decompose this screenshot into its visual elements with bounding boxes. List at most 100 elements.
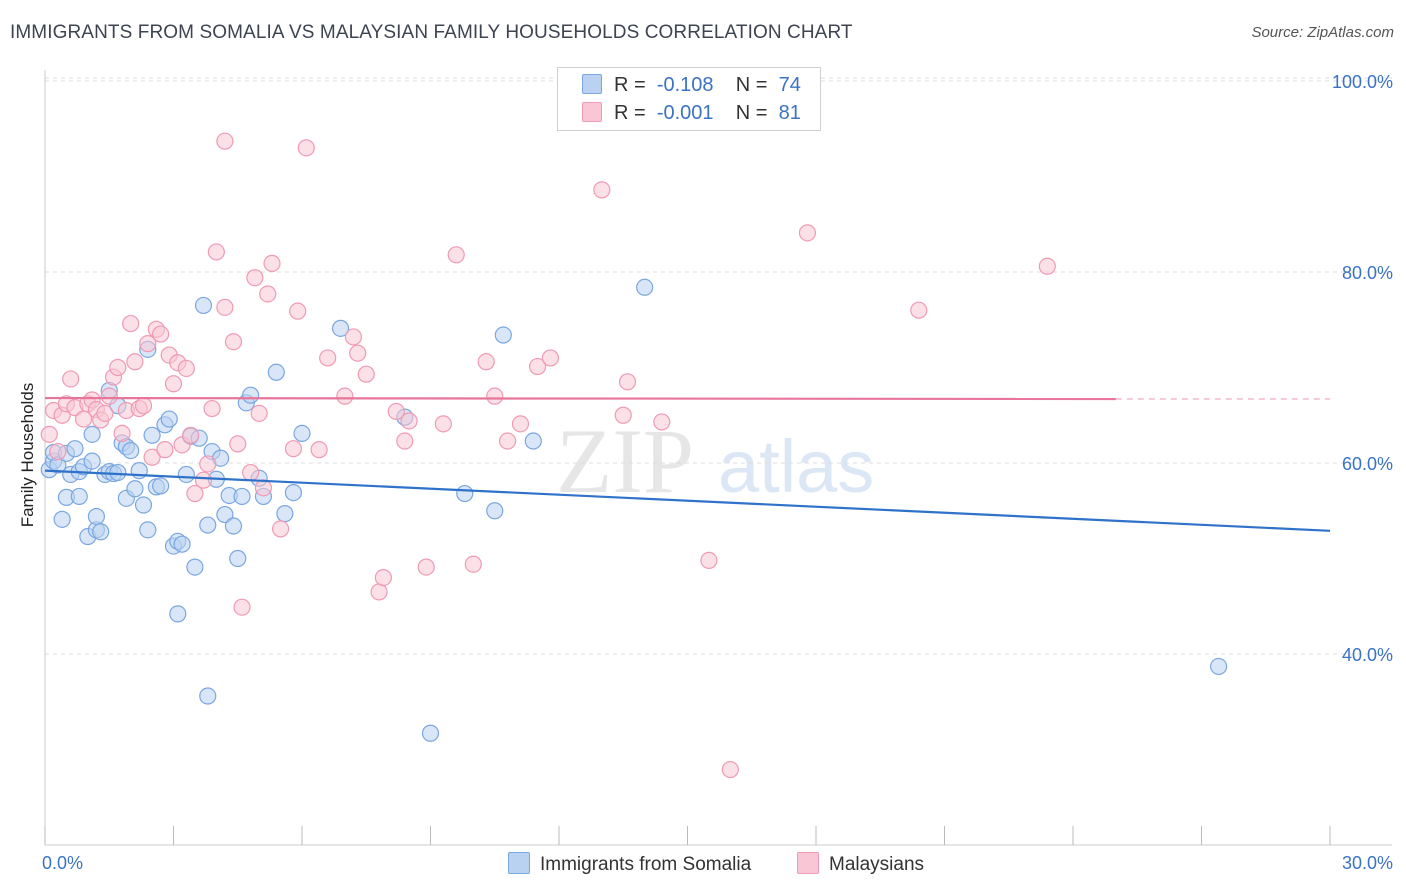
point-malaysians bbox=[152, 325, 170, 343]
point-malaysians bbox=[528, 357, 547, 376]
point-somalia bbox=[199, 687, 217, 705]
legend-n-value-malaysians: 81 bbox=[778, 102, 801, 124]
source-label: Source: ZipAtlas.com bbox=[1251, 24, 1394, 41]
point-malaysians bbox=[259, 285, 277, 303]
point-malaysians bbox=[40, 425, 58, 443]
y-tick-label: 40.0% bbox=[1342, 645, 1393, 665]
legend-r-value-somalia: -0.108 bbox=[656, 74, 714, 96]
point-somalia bbox=[143, 426, 161, 444]
point-malaysians bbox=[194, 471, 213, 489]
point-malaysians bbox=[284, 440, 303, 458]
point-malaysians bbox=[242, 463, 260, 482]
legend-row-malaysians: R = -0.001 N = 81 bbox=[582, 102, 801, 125]
point-malaysians bbox=[618, 373, 637, 391]
point-malaysians bbox=[396, 432, 414, 450]
legend-r-label: R = bbox=[614, 102, 646, 124]
point-somalia bbox=[229, 549, 247, 568]
point-malaysians bbox=[229, 435, 247, 453]
point-malaysians bbox=[486, 387, 504, 405]
point-malaysians bbox=[541, 349, 560, 367]
point-somalia bbox=[134, 496, 153, 514]
point-malaysians bbox=[199, 455, 217, 473]
point-somalia bbox=[66, 440, 84, 458]
trend-lines bbox=[44, 396, 1331, 532]
point-malaysians bbox=[310, 441, 328, 459]
x-tick-label: 0.0% bbox=[42, 853, 83, 873]
point-malaysians bbox=[499, 432, 517, 450]
point-malaysians bbox=[614, 406, 632, 424]
point-somalia bbox=[224, 517, 243, 535]
point-somalia bbox=[92, 523, 110, 541]
point-malaysians bbox=[910, 301, 928, 319]
y-tick-label: 100.0% bbox=[1332, 72, 1393, 92]
point-malaysians bbox=[186, 484, 204, 503]
grid bbox=[45, 77, 1392, 655]
point-malaysians bbox=[593, 181, 611, 199]
point-malaysians bbox=[182, 426, 200, 444]
point-malaysians bbox=[177, 359, 195, 378]
legend-n-label: N = bbox=[735, 102, 768, 124]
legend-n-label: N = bbox=[735, 74, 768, 96]
x-tick-label: 30.0% bbox=[1342, 853, 1393, 873]
legend-r-label: R = bbox=[614, 74, 646, 96]
point-malaysians bbox=[464, 555, 482, 573]
point-somalia bbox=[173, 535, 191, 553]
point-malaysians bbox=[387, 402, 405, 421]
legend-swatch-somalia bbox=[582, 74, 602, 94]
point-malaysians bbox=[700, 551, 718, 570]
point-malaysians bbox=[344, 328, 362, 346]
y-axis-label: Family Households bbox=[18, 382, 37, 528]
point-malaysians bbox=[113, 424, 131, 442]
point-somalia bbox=[87, 507, 106, 526]
point-somalia bbox=[160, 410, 178, 428]
point-somalia bbox=[486, 502, 504, 520]
point-somalia bbox=[242, 386, 260, 404]
point-somalia bbox=[284, 484, 303, 502]
bottom-swatch-malaysians bbox=[797, 852, 819, 874]
point-malaysians bbox=[400, 412, 418, 430]
point-malaysians bbox=[271, 520, 290, 538]
point-somalia bbox=[169, 605, 187, 623]
point-somalia bbox=[293, 424, 311, 442]
point-somalia bbox=[1210, 657, 1228, 676]
point-somalia bbox=[152, 477, 170, 495]
point-somalia bbox=[331, 319, 350, 337]
correlation-legend: R = -0.108 N = 74 R = -0.001 N = 81 bbox=[557, 67, 821, 131]
point-somalia bbox=[83, 452, 101, 470]
point-somalia bbox=[186, 558, 204, 576]
y-tick-label: 80.0% bbox=[1342, 263, 1393, 283]
bottom-legend-label-somalia: Immigrants from Somalia bbox=[540, 854, 752, 875]
point-somalia bbox=[494, 326, 512, 344]
point-malaysians bbox=[139, 335, 157, 353]
point-malaysians bbox=[100, 387, 118, 405]
point-somalia bbox=[177, 465, 195, 484]
point-malaysians bbox=[319, 349, 337, 367]
point-somalia bbox=[122, 441, 140, 460]
axes bbox=[44, 70, 1392, 846]
point-malaysians bbox=[349, 344, 367, 362]
point-malaysians bbox=[49, 442, 67, 461]
point-somalia bbox=[53, 510, 71, 528]
point-malaysians bbox=[246, 269, 264, 287]
chart-title: IMMIGRANTS FROM SOMALIA VS MALAYSIAN FAM… bbox=[10, 22, 853, 43]
point-malaysians bbox=[297, 139, 315, 157]
point-malaysians bbox=[289, 302, 307, 320]
bottom-legend-malaysians: Malaysians bbox=[797, 852, 924, 876]
point-somalia bbox=[216, 505, 234, 524]
point-malaysians bbox=[62, 370, 80, 388]
point-malaysians bbox=[721, 760, 739, 779]
point-somalia bbox=[139, 521, 157, 539]
point-malaysians bbox=[370, 583, 388, 601]
point-malaysians bbox=[511, 415, 530, 433]
point-malaysians bbox=[216, 132, 234, 150]
y-tick-label: 60.0% bbox=[1342, 454, 1393, 474]
watermark-atlas: atlas bbox=[718, 425, 874, 508]
point-malaysians bbox=[109, 358, 127, 377]
point-malaysians bbox=[477, 353, 495, 371]
point-malaysians bbox=[417, 558, 435, 576]
point-somalia bbox=[267, 363, 285, 381]
point-somalia bbox=[70, 487, 88, 506]
point-malaysians bbox=[96, 404, 114, 422]
bottom-legend-somalia: Immigrants from Somalia bbox=[508, 852, 751, 876]
